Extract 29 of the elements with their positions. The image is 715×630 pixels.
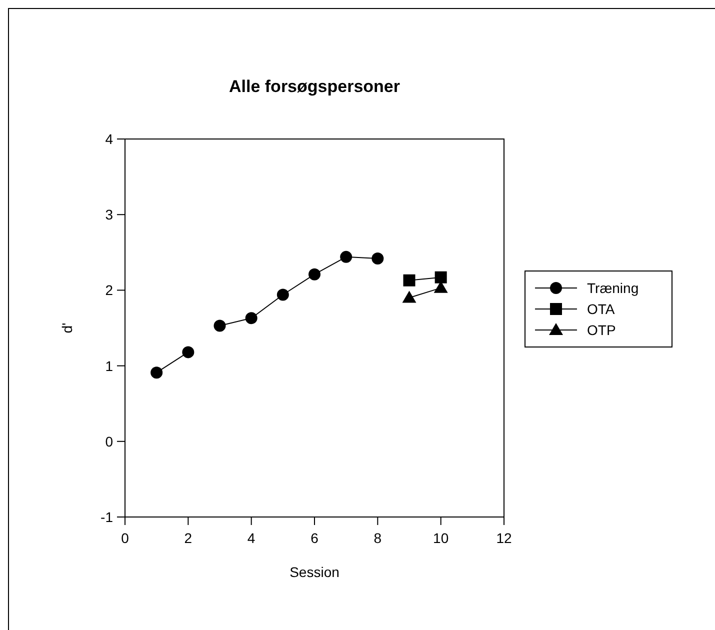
legend-label: OTA <box>587 301 616 317</box>
y-tick-label: -1 <box>100 509 114 525</box>
y-tick-label: 1 <box>105 358 114 374</box>
legend-label: Træning <box>587 280 639 296</box>
point <box>340 250 352 263</box>
point <box>150 366 163 379</box>
x-tick-label: 0 <box>121 530 130 546</box>
point <box>214 320 226 332</box>
y-tick-label: 4 <box>105 131 114 147</box>
x-tick-label: 6 <box>310 530 319 546</box>
x-tick-label: 12 <box>496 530 512 546</box>
legend-label: OTP <box>587 322 616 338</box>
point <box>245 312 258 324</box>
point <box>276 288 289 301</box>
x-tick-label: 2 <box>184 530 192 546</box>
x-tick-label: 4 <box>247 530 256 546</box>
y-tick-label: 0 <box>105 433 114 450</box>
point <box>308 268 320 280</box>
y-axis-title: d' <box>59 322 75 334</box>
point <box>434 271 447 284</box>
point <box>182 346 194 358</box>
point <box>403 274 416 286</box>
x-tick-label: 10 <box>433 530 449 546</box>
x-axis-title: Session <box>290 564 340 580</box>
y-tick-label: 3 <box>105 206 114 223</box>
chart-title: Alle forsøgspersoner <box>229 77 400 96</box>
x-tick-label: 8 <box>374 530 382 546</box>
y-tick-label: 2 <box>105 282 114 298</box>
point <box>372 252 384 264</box>
